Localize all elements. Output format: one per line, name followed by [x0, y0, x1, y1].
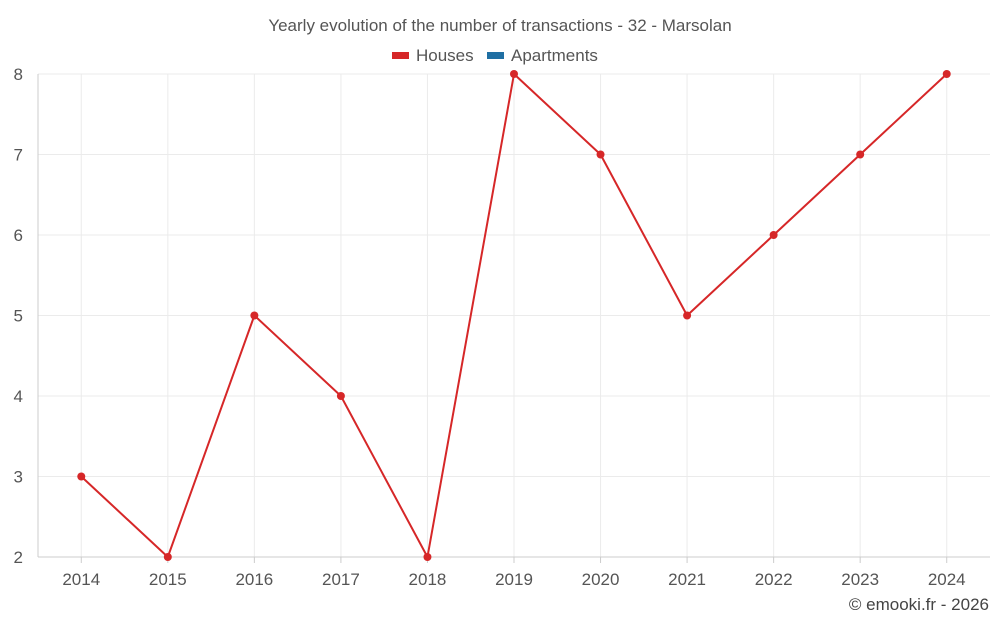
y-tick-label: 7 [14, 146, 23, 165]
houses-data-point[interactable] [683, 311, 692, 320]
legend-swatch-apartments [487, 52, 504, 59]
chart-title: Yearly evolution of the number of transa… [268, 16, 731, 35]
x-tick-label: 2014 [62, 570, 100, 589]
series-houses [77, 70, 951, 561]
y-tick-label: 5 [14, 307, 23, 326]
x-tick-label: 2015 [149, 570, 187, 589]
x-tick-label: 2021 [668, 570, 706, 589]
y-tick-label: 6 [14, 226, 23, 245]
legend: Houses Apartments [392, 46, 598, 65]
x-tick-label: 2016 [235, 570, 273, 589]
copyright-credit: © emooki.fr - 2026 [849, 595, 989, 614]
houses-data-point[interactable] [510, 70, 518, 78]
houses-data-point[interactable] [596, 150, 605, 159]
legend-item-houses[interactable]: Houses [392, 46, 474, 65]
houses-data-point[interactable] [942, 70, 951, 78]
houses-data-point[interactable] [250, 311, 259, 320]
legend-item-apartments[interactable]: Apartments [487, 46, 598, 65]
houses-data-point[interactable] [856, 150, 865, 159]
y-tick-label: 8 [14, 65, 23, 84]
y-tick-label: 2 [14, 548, 23, 567]
x-tick-label: 2020 [582, 570, 620, 589]
legend-label-apartments: Apartments [511, 46, 598, 65]
y-tick-label: 4 [14, 387, 23, 406]
legend-label-houses: Houses [416, 46, 474, 65]
y-tick-label: 3 [14, 468, 23, 487]
houses-data-point[interactable] [769, 231, 778, 239]
x-tick-label: 2023 [841, 570, 879, 589]
houses-data-point[interactable] [423, 553, 432, 561]
houses-data-point[interactable] [163, 553, 172, 561]
axes [37, 74, 990, 563]
x-tick-label: 2024 [928, 570, 966, 589]
houses-data-point[interactable] [336, 392, 345, 400]
grid [38, 73, 990, 557]
x-axis-tick-labels: 2014 2015 2016 2017 2018 2019 2020 2021 2022 2023… [62, 570, 965, 589]
x-tick-label: 2017 [322, 570, 360, 589]
x-tick-label: 2022 [755, 570, 793, 589]
x-tick-label: 2018 [409, 570, 447, 589]
x-tick-label: 2019 [495, 570, 533, 589]
houses-data-point[interactable] [77, 472, 86, 481]
y-axis-tick-labels: 2 3 4 5 6 7 8 [14, 65, 23, 567]
legend-swatch-houses [392, 52, 409, 59]
